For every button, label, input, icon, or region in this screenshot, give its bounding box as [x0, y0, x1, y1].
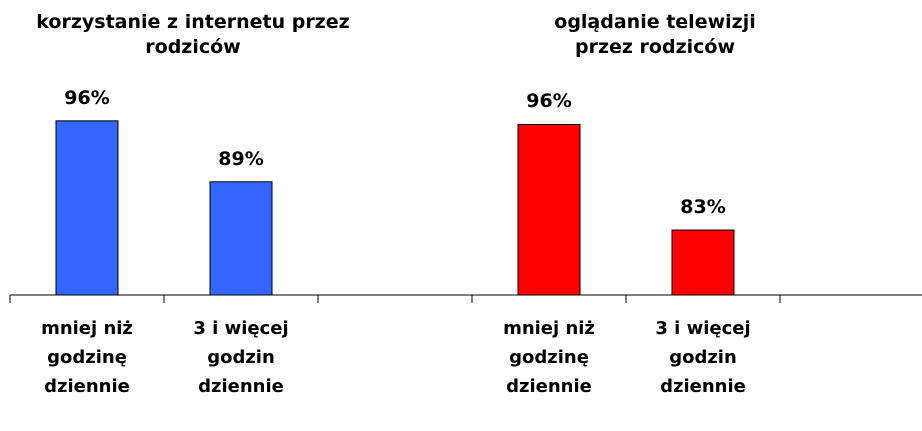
x-tick-label: mniej niż godzinę dziennie	[503, 318, 595, 397]
x-tick-label: 3 i więcej godzin dziennie	[193, 318, 289, 397]
data-label: 96%	[526, 90, 572, 113]
bar	[517, 123, 581, 296]
x-tick-label: mniej niż godzinę dziennie	[41, 318, 133, 397]
data-label: 83%	[680, 196, 726, 219]
bar	[209, 181, 273, 296]
x-tick-label: 3 i więcej godzin dziennie	[655, 318, 751, 397]
data-label: 96%	[64, 86, 110, 109]
data-label: 89%	[218, 147, 264, 170]
bar	[55, 120, 119, 296]
chart-title: korzystanie z internetu przez rodziców	[36, 11, 350, 58]
bar	[671, 229, 735, 296]
chart-title: oglądanie telewizji przez rodziców	[554, 11, 756, 58]
